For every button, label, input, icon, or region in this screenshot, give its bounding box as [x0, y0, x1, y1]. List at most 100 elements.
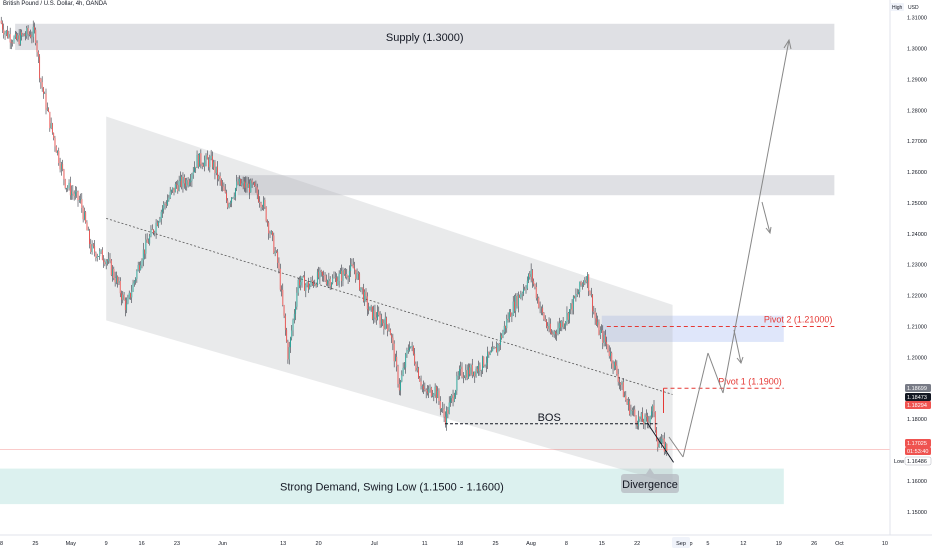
candle-body — [471, 364, 473, 376]
candle — [59, 157, 61, 173]
candle-body — [520, 294, 522, 298]
candle-body — [433, 394, 435, 396]
time-tick-label: 16 — [139, 541, 145, 547]
candle-body — [8, 34, 10, 38]
candle — [176, 181, 178, 189]
candle — [560, 320, 562, 332]
candle — [362, 283, 364, 303]
candle — [517, 291, 519, 313]
candle-body — [627, 401, 629, 405]
candle-body — [117, 276, 119, 283]
candle-body — [255, 186, 257, 188]
candle — [343, 268, 345, 276]
candle-body — [256, 187, 258, 195]
candle-body — [566, 313, 568, 322]
time-tick-label: 23 — [174, 541, 180, 547]
candle — [531, 269, 533, 288]
time-tick-label: 26 — [811, 541, 817, 547]
candle — [178, 175, 180, 192]
candle-body — [247, 183, 249, 188]
candle-body — [292, 319, 294, 331]
candle — [218, 174, 220, 182]
candle — [27, 25, 29, 40]
candle-body — [561, 321, 563, 328]
candle-body — [638, 416, 640, 426]
candle-body — [63, 169, 65, 180]
candle — [77, 190, 79, 207]
candle — [73, 190, 75, 201]
candle-body — [366, 296, 368, 310]
candle — [453, 392, 455, 403]
candle-body — [49, 111, 51, 129]
candle-body — [140, 265, 142, 270]
candle-body — [162, 208, 163, 212]
candle-body — [105, 260, 107, 265]
candle — [441, 408, 442, 413]
candle — [616, 360, 618, 376]
candle — [30, 29, 32, 39]
candle — [552, 330, 554, 338]
candle — [579, 281, 581, 298]
candle — [642, 407, 643, 422]
candle — [168, 194, 170, 202]
candle-body — [163, 203, 165, 209]
candle — [458, 365, 460, 380]
candle — [162, 205, 163, 218]
candle — [627, 397, 629, 411]
candle — [529, 271, 531, 280]
candle-body — [60, 164, 62, 170]
candle — [640, 411, 642, 422]
candle — [293, 309, 295, 324]
candle — [16, 31, 18, 41]
candle-body — [36, 42, 38, 53]
candle — [447, 406, 449, 419]
candle — [378, 306, 380, 317]
time-tick-label: May — [66, 541, 77, 547]
candle-body — [336, 277, 338, 286]
candle-body — [110, 260, 112, 276]
price-tick-label: 1.26000 — [907, 170, 927, 176]
candle-body — [144, 249, 146, 254]
candle-body — [435, 386, 437, 399]
candle-body — [58, 150, 60, 163]
candle — [46, 102, 48, 112]
candle — [322, 271, 323, 282]
candle — [159, 216, 161, 223]
candle-body — [360, 287, 362, 290]
candle — [163, 201, 165, 214]
candle — [460, 361, 462, 376]
candle-body — [418, 367, 419, 379]
candle-body — [373, 310, 375, 320]
candle — [493, 346, 495, 350]
candle — [629, 398, 631, 416]
candle — [55, 145, 57, 153]
candle — [226, 189, 227, 204]
candle-body — [571, 303, 573, 311]
candle-body — [142, 249, 144, 261]
candle — [379, 311, 381, 328]
candle-body — [170, 190, 172, 192]
candle-body — [496, 347, 498, 353]
candle-body — [502, 331, 504, 338]
candle-body — [608, 351, 610, 357]
candle-body — [549, 323, 551, 333]
candle-body — [264, 199, 266, 208]
candle-body — [291, 330, 293, 338]
candle-body — [323, 275, 325, 277]
candle-body — [304, 276, 306, 291]
candle-body — [337, 281, 339, 286]
candle — [113, 266, 115, 281]
candle — [323, 270, 325, 282]
candle-body — [199, 153, 201, 167]
candle — [287, 339, 289, 364]
candle — [229, 200, 231, 208]
candle — [514, 294, 515, 314]
candle-body — [579, 281, 581, 293]
candle-body — [633, 409, 634, 411]
candle-body — [259, 201, 261, 204]
projection-segment — [722, 39, 790, 394]
candle-body — [98, 256, 99, 257]
candle-body — [590, 294, 592, 296]
candle — [126, 297, 128, 314]
